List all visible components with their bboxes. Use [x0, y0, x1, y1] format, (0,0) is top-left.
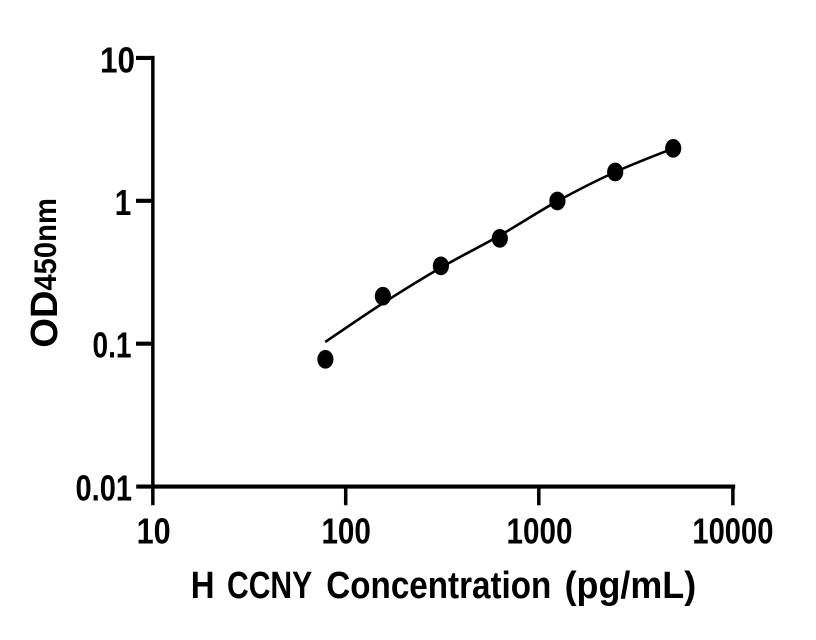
svg-text:100: 100	[321, 511, 371, 552]
svg-text:1000: 1000	[507, 511, 573, 552]
svg-text:Concentration: Concentration	[326, 565, 551, 607]
svg-text:10000: 10000	[692, 511, 773, 552]
svg-text:OD450nm: OD450nm	[24, 198, 66, 348]
svg-text:0.01: 0.01	[76, 468, 133, 509]
svg-text:10: 10	[137, 511, 171, 552]
svg-text:CCNY: CCNY	[227, 565, 312, 607]
svg-text:1: 1	[115, 182, 132, 223]
svg-text:10: 10	[100, 39, 135, 80]
svg-text:(pg/mL): (pg/mL)	[565, 565, 697, 607]
svg-text:0.1: 0.1	[93, 325, 132, 366]
svg-text:H: H	[191, 565, 215, 607]
